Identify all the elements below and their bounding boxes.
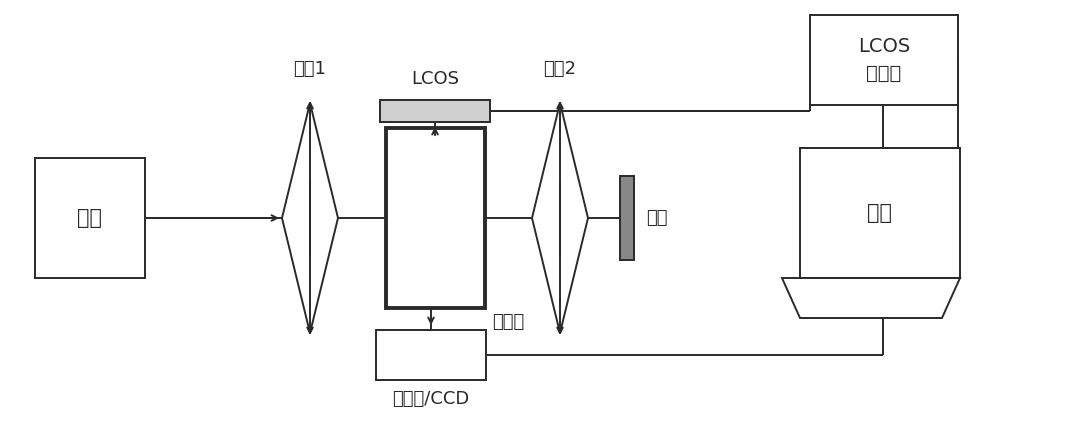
Text: 光源: 光源	[78, 208, 103, 228]
Bar	[35, 158, 145, 278]
Bar	[380, 100, 490, 122]
Text: LCOS
驱动器: LCOS 驱动器	[858, 37, 910, 83]
Polygon shape	[782, 278, 960, 318]
Polygon shape	[282, 103, 338, 333]
Polygon shape	[386, 128, 485, 308]
Text: 探测器/CCD: 探测器/CCD	[392, 390, 470, 408]
Text: 样品: 样品	[646, 209, 667, 227]
Bar	[620, 176, 634, 260]
Text: 电脑: 电脑	[867, 203, 892, 223]
Text: 透镜1: 透镜1	[294, 60, 326, 78]
Bar	[376, 330, 486, 380]
Bar	[800, 148, 960, 278]
Text: LCOS: LCOS	[411, 70, 459, 88]
Polygon shape	[532, 103, 588, 333]
Text: 透镜2: 透镜2	[543, 60, 577, 78]
Text: 分光镜: 分光镜	[492, 313, 525, 331]
Bar	[810, 15, 958, 105]
